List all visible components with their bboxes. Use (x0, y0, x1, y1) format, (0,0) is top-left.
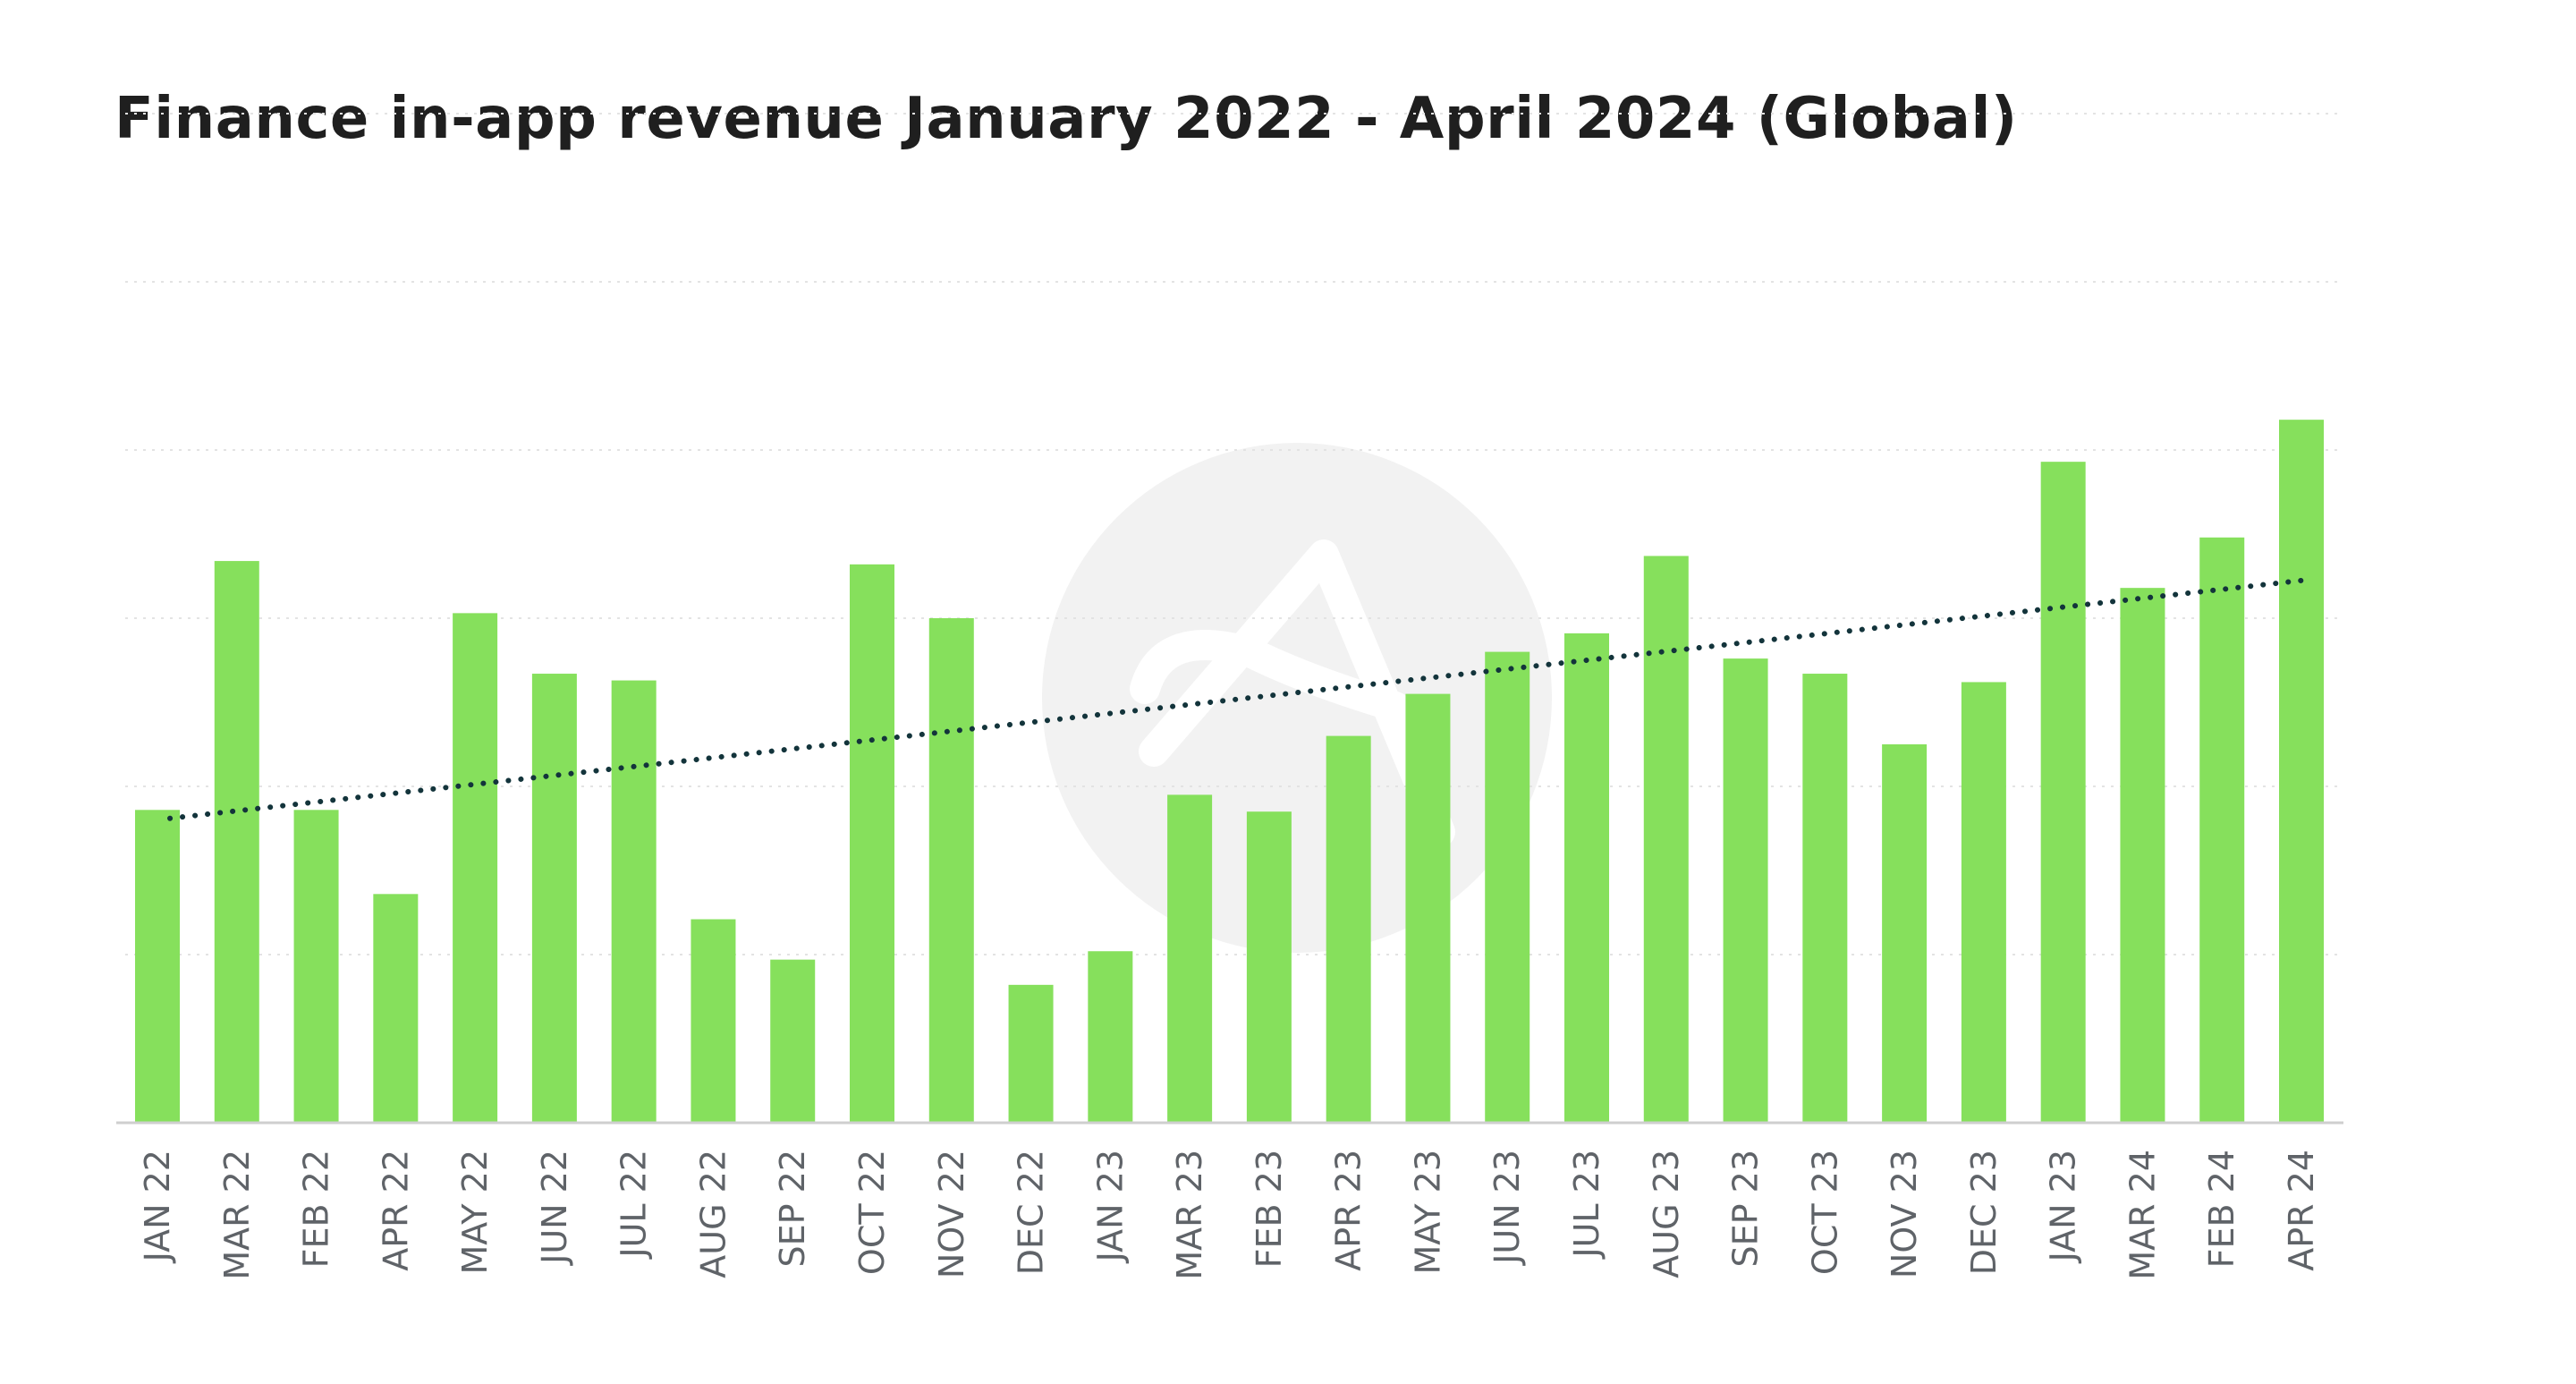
x-tick-label: AUG 22 (693, 1150, 733, 1278)
x-tick-label: JUL 23 (1567, 1150, 1606, 1260)
x-tick-label: MAY 22 (455, 1150, 495, 1274)
x-tick-label: JAN 23 (1090, 1150, 1130, 1263)
x-tick-label: APR 23 (1329, 1150, 1368, 1271)
bar-8 (691, 919, 736, 1123)
x-tick-label: DEC 23 (1964, 1150, 2004, 1275)
watermark-logo (1042, 443, 1552, 953)
x-tick-label: OCT 23 (1805, 1150, 1844, 1275)
bar-21 (1723, 658, 1768, 1123)
x-tick-label: APR 22 (376, 1150, 415, 1271)
x-tick-label: JAN 23 (2044, 1150, 2083, 1263)
bar-17 (1405, 693, 1451, 1123)
x-tick-label: SEP 22 (773, 1150, 812, 1267)
x-tick-label: JUN 22 (535, 1150, 574, 1266)
bar-19 (1564, 633, 1609, 1123)
x-tick-label: APR 24 (2282, 1150, 2321, 1271)
bar-6 (531, 674, 577, 1123)
bar-20 (1643, 556, 1689, 1123)
x-tick-label: JAN 22 (138, 1150, 177, 1263)
bar-16 (1326, 735, 1371, 1123)
bar-25 (2040, 462, 2086, 1123)
bar-15 (1246, 811, 1292, 1123)
bar-1 (135, 810, 180, 1123)
x-tick-label: JUL 22 (614, 1150, 654, 1260)
x-tick-label: NOV 23 (1885, 1150, 1924, 1278)
x-tick-label: FEB 22 (297, 1150, 336, 1268)
bar-4 (373, 894, 419, 1123)
bar-23 (1882, 744, 1928, 1123)
bar-3 (293, 810, 339, 1123)
x-tick-label: JUN 23 (1487, 1150, 1527, 1266)
bar-10 (850, 564, 894, 1123)
x-tick-label: SEP 23 (1726, 1150, 1766, 1267)
bar-26 (2120, 588, 2165, 1123)
x-tick-labels: JAN 22 MAR 22 FEB 22 APR 22 MAY 22 JUN 22 JUL … (138, 1150, 2321, 1280)
bar-11 (928, 618, 974, 1123)
bar-7 (611, 680, 657, 1123)
x-tick-label: MAY 23 (1408, 1150, 1447, 1274)
bar-24 (1961, 682, 2006, 1123)
bar-18 (1485, 651, 1530, 1123)
bar-28 (2279, 420, 2324, 1123)
gridlines (125, 113, 2343, 955)
x-tick-label: NOV 22 (932, 1150, 971, 1278)
bar-2 (214, 561, 259, 1123)
bars (135, 420, 2324, 1123)
x-tick-label: MAR 24 (2123, 1150, 2162, 1280)
bar-14 (1167, 794, 1213, 1123)
x-tick-label: AUG 23 (1647, 1150, 1686, 1278)
x-tick-label: DEC 22 (1012, 1150, 1051, 1275)
x-tick-label: FEB 24 (2202, 1150, 2241, 1268)
chart-title: Finance in-app revenue January 2022 - Ap… (114, 86, 2018, 152)
x-tick-label: FEB 23 (1250, 1150, 1289, 1268)
bar-13 (1088, 951, 1133, 1123)
bar-9 (770, 959, 816, 1123)
bar-5 (453, 613, 498, 1123)
bar-22 (1802, 674, 1848, 1123)
x-tick-label: OCT 22 (852, 1150, 892, 1275)
bar-12 (1008, 984, 1054, 1123)
x-tick-label: MAR 23 (1170, 1150, 1209, 1280)
bar-27 (2199, 537, 2245, 1123)
x-tick-label: MAR 22 (217, 1150, 257, 1280)
